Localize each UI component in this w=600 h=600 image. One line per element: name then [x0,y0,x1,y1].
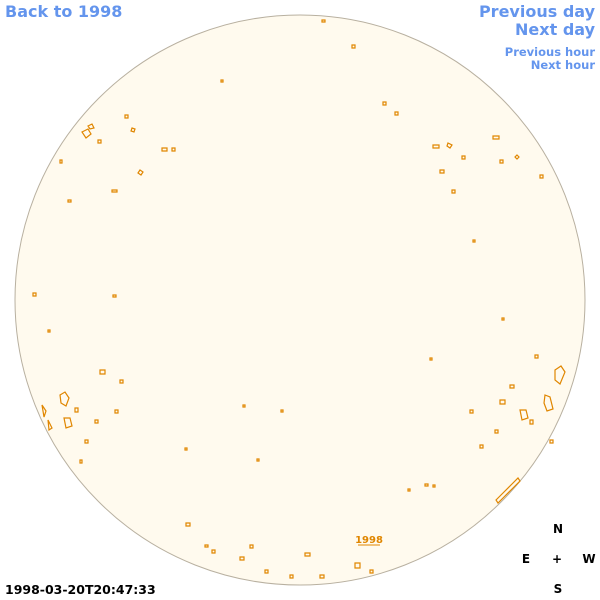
active-regions [32,19,566,579]
previous-hour-link[interactable]: Previous hour [504,45,595,59]
compass-east: E [521,552,531,566]
compass-north: N [552,522,564,536]
spot [469,354,566,449]
compass-west: W [582,552,596,566]
solar-disk [14,14,586,586]
previous-day-link[interactable]: Previous day [478,2,595,21]
next-day-link[interactable]: Next day [515,20,595,39]
next-hour-link[interactable]: Next hour [530,58,595,72]
compass-center: + [551,552,563,566]
compass-south: S [553,582,563,596]
timestamp: 1998-03-20T20:47:33 [5,582,156,597]
spot [41,369,124,464]
back-link[interactable]: Back to 1998 [5,2,123,21]
year-link[interactable]: 1998 [355,535,383,546]
spot [382,101,544,194]
spot [185,522,374,579]
spot [32,19,505,492]
spot [59,114,176,203]
spot [495,477,521,504]
